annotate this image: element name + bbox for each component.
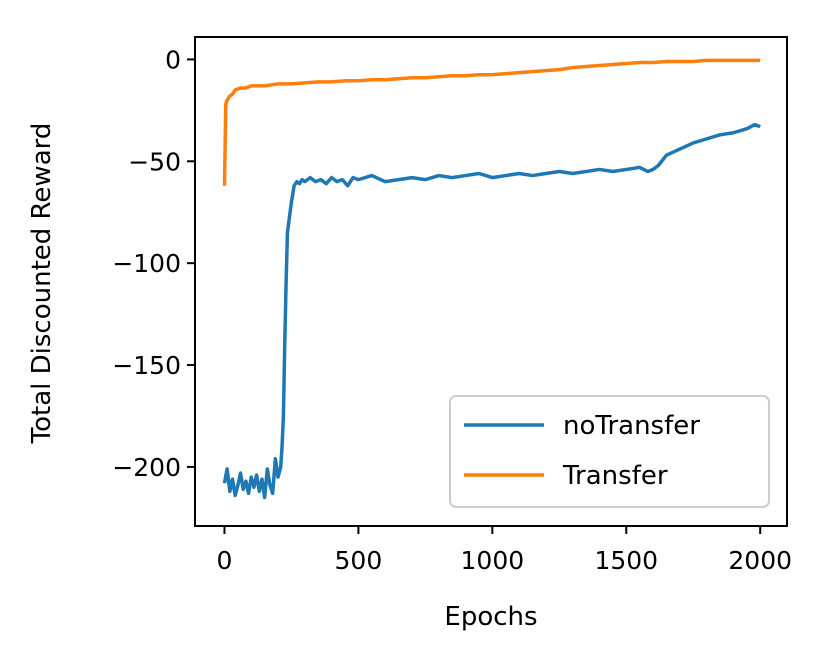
x-tick-label: 500 bbox=[335, 546, 383, 575]
x-tick-label: 2000 bbox=[728, 546, 792, 575]
y-tick-label: −200 bbox=[112, 453, 181, 482]
x-tick-label: 0 bbox=[217, 546, 233, 575]
x-axis: 0 500 1000 1500 2000 bbox=[217, 526, 792, 575]
legend-label-notransfer: noTransfer bbox=[563, 411, 700, 441]
y-axis: 0 −50 −100 −150 −200 bbox=[112, 45, 195, 482]
series-line-transfer bbox=[222, 58, 761, 186]
x-axis-label: Epochs bbox=[444, 602, 537, 632]
y-axis-label: Total Discounted Reward bbox=[27, 123, 57, 445]
series-line-notransfer bbox=[222, 122, 761, 500]
plot-frame bbox=[194, 36, 788, 527]
x-tick-label: 1000 bbox=[461, 546, 525, 575]
y-tick-label: −50 bbox=[128, 147, 181, 176]
y-tick-label: 0 bbox=[165, 45, 181, 74]
y-tick-label: −100 bbox=[112, 249, 181, 278]
legend-label-transfer: Transfer bbox=[562, 461, 668, 491]
x-tick-label: 1500 bbox=[594, 546, 658, 575]
y-tick-label: −150 bbox=[112, 351, 181, 380]
series-layer bbox=[222, 58, 761, 500]
legend: noTransfer Transfer bbox=[449, 395, 770, 508]
